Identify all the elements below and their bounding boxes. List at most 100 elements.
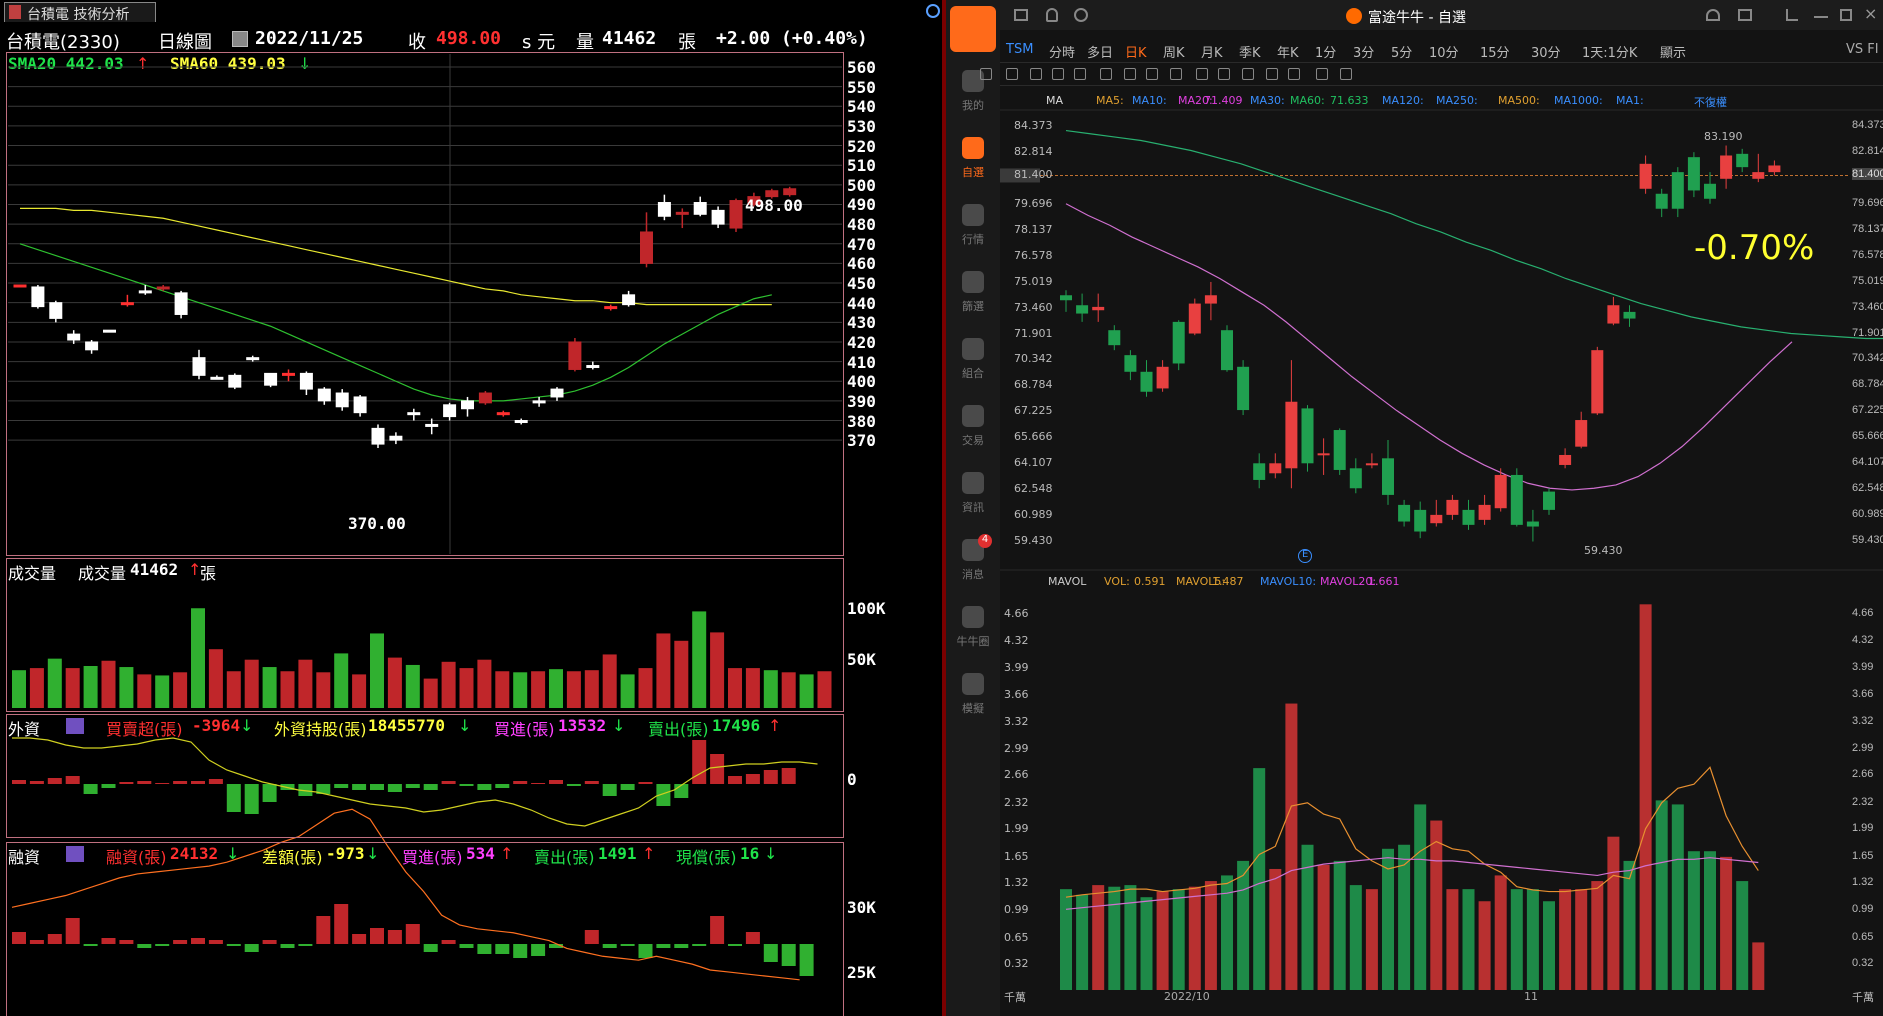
shrink-icon[interactable] xyxy=(1786,9,1798,21)
period-tab[interactable]: 顯示 xyxy=(1660,46,1687,61)
period-tab[interactable]: 月K xyxy=(1201,46,1223,61)
sidebar-icon xyxy=(962,70,984,92)
headset-icon[interactable] xyxy=(1706,9,1720,21)
draw-tool-icon[interactable] xyxy=(1006,68,1018,80)
volume-bar xyxy=(1156,891,1169,990)
period-tab[interactable]: 周K xyxy=(1163,46,1185,61)
ma-item[interactable]: MA xyxy=(1046,94,1064,107)
price-tick: 82.814 xyxy=(1852,144,1883,157)
vol-indicator-item: MAVOL5: xyxy=(1176,575,1226,588)
period-tab[interactable]: 日K xyxy=(1125,46,1147,61)
period-tab[interactable]: 10分 xyxy=(1429,46,1459,61)
price-tick: 530 xyxy=(847,116,876,136)
sidebar-item-0[interactable]: 我的 xyxy=(962,99,984,112)
candle-body xyxy=(1124,355,1137,372)
draw-tool-icon[interactable] xyxy=(1146,68,1158,80)
event-marker-label: E xyxy=(1302,549,1309,560)
period-tab[interactable]: 多日 xyxy=(1087,46,1114,61)
period-tab[interactable]: 30分 xyxy=(1531,46,1561,61)
volume-tick-left: 4.66 xyxy=(1004,607,1029,620)
period-tab[interactable]: 1天:1分K xyxy=(1582,46,1638,61)
candle-body xyxy=(49,302,63,319)
menu-icon[interactable] xyxy=(1014,9,1028,21)
price-tick: 560 xyxy=(847,58,876,77)
draw-tool-icon[interactable] xyxy=(1124,68,1136,80)
foreign-bar xyxy=(638,782,653,784)
candle-body xyxy=(1060,295,1072,301)
volume-bar xyxy=(549,669,563,708)
volume-bar xyxy=(1639,604,1652,990)
price-tick-left: 62.548 xyxy=(1014,482,1053,496)
vs-label[interactable]: VS FI xyxy=(1846,42,1879,57)
volume-bar xyxy=(477,659,492,708)
sidebar-item-6[interactable]: 資訊 xyxy=(962,501,984,514)
candle-body xyxy=(335,392,349,408)
margin-line xyxy=(11,808,800,981)
ma-item[interactable]: 不復權 xyxy=(1694,96,1727,109)
margin-bar xyxy=(191,938,205,944)
draw-tool-icon[interactable] xyxy=(1074,68,1086,80)
shirt-icon[interactable] xyxy=(1738,9,1752,21)
dropdown-icon[interactable] xyxy=(232,31,248,47)
margin-bar xyxy=(47,934,62,944)
draw-tool-icon[interactable] xyxy=(1052,68,1064,80)
sidebar-item-4[interactable]: 組合 xyxy=(962,367,984,380)
sidebar-item-3[interactable]: 篩選 xyxy=(962,300,984,313)
period-tab[interactable]: 3分 xyxy=(1353,46,1375,61)
bell-icon[interactable] xyxy=(1046,8,1058,22)
draw-tool-icon[interactable] xyxy=(1266,68,1278,80)
period-tab[interactable]: 分時 xyxy=(1049,46,1076,61)
draw-tool-icon[interactable] xyxy=(1170,68,1182,80)
sidebar-item-9[interactable]: 模擬 xyxy=(962,702,984,715)
foreign-bar xyxy=(495,784,510,788)
draw-tool-icon[interactable] xyxy=(1100,68,1112,80)
sidebar-icon xyxy=(962,405,984,427)
sidebar-item-8[interactable]: 牛牛圈 xyxy=(956,635,990,648)
volume-tick-left: 0.99 xyxy=(1004,903,1029,917)
vol-indicator-item[interactable]: MAVOL xyxy=(1048,575,1087,588)
draw-tool-icon[interactable] xyxy=(1288,68,1300,80)
draw-tool-icon[interactable] xyxy=(1340,68,1352,80)
foreign-bar xyxy=(763,770,778,784)
period-tab[interactable]: 1分 xyxy=(1315,46,1337,61)
search-icon[interactable] xyxy=(926,4,940,18)
sidebar-item-1[interactable]: 自選 xyxy=(962,166,984,179)
period-tab[interactable]: 15分 xyxy=(1480,46,1510,61)
foreign-bar xyxy=(173,781,188,784)
sma60-label: SMA60 439.03 xyxy=(170,54,286,73)
margin-bar xyxy=(280,944,295,948)
maximize-icon[interactable] xyxy=(1840,9,1852,21)
draw-tool-icon[interactable] xyxy=(1196,68,1208,80)
message-badge: 4 xyxy=(978,534,992,548)
volume-bar xyxy=(817,671,832,708)
volume-bar xyxy=(1462,889,1475,990)
foreign-bar xyxy=(620,784,635,790)
minimize-icon[interactable] xyxy=(1814,16,1828,18)
volume-bar xyxy=(208,649,223,708)
candle-body xyxy=(192,357,206,376)
draw-tool-icon[interactable] xyxy=(1218,68,1230,80)
price-tick: 81.400 xyxy=(1852,168,1883,181)
foreign-bar xyxy=(119,782,134,784)
search-icon[interactable] xyxy=(1074,8,1088,22)
price-tick-left: 71.901 xyxy=(1014,326,1053,340)
period-tab[interactable]: 5分 xyxy=(1391,46,1413,61)
draw-tool-icon[interactable] xyxy=(980,68,992,80)
menu-icon[interactable] xyxy=(66,718,84,734)
period-tab[interactable]: 年K xyxy=(1277,46,1299,61)
draw-tool-icon[interactable] xyxy=(1316,68,1328,80)
draw-tool-icon[interactable] xyxy=(1242,68,1254,80)
candle-body xyxy=(532,400,546,404)
draw-tool-icon[interactable] xyxy=(1030,68,1042,80)
sidebar-item-7[interactable]: 消息 xyxy=(962,568,984,581)
symbol-label[interactable]: TSM xyxy=(1006,42,1034,57)
close-icon[interactable]: × xyxy=(1864,4,1878,23)
sidebar-item-2[interactable]: 行情 xyxy=(962,233,984,246)
window-tab[interactable]: 台積電 技術分析 xyxy=(4,2,156,23)
menu-icon-2[interactable] xyxy=(66,846,84,862)
sidebar-item-5[interactable]: 交易 xyxy=(962,434,984,447)
period-tab[interactable]: 季K xyxy=(1239,46,1261,61)
event-marker[interactable] xyxy=(1298,549,1312,563)
avatar[interactable] xyxy=(950,6,996,52)
volume-bar xyxy=(656,633,671,708)
